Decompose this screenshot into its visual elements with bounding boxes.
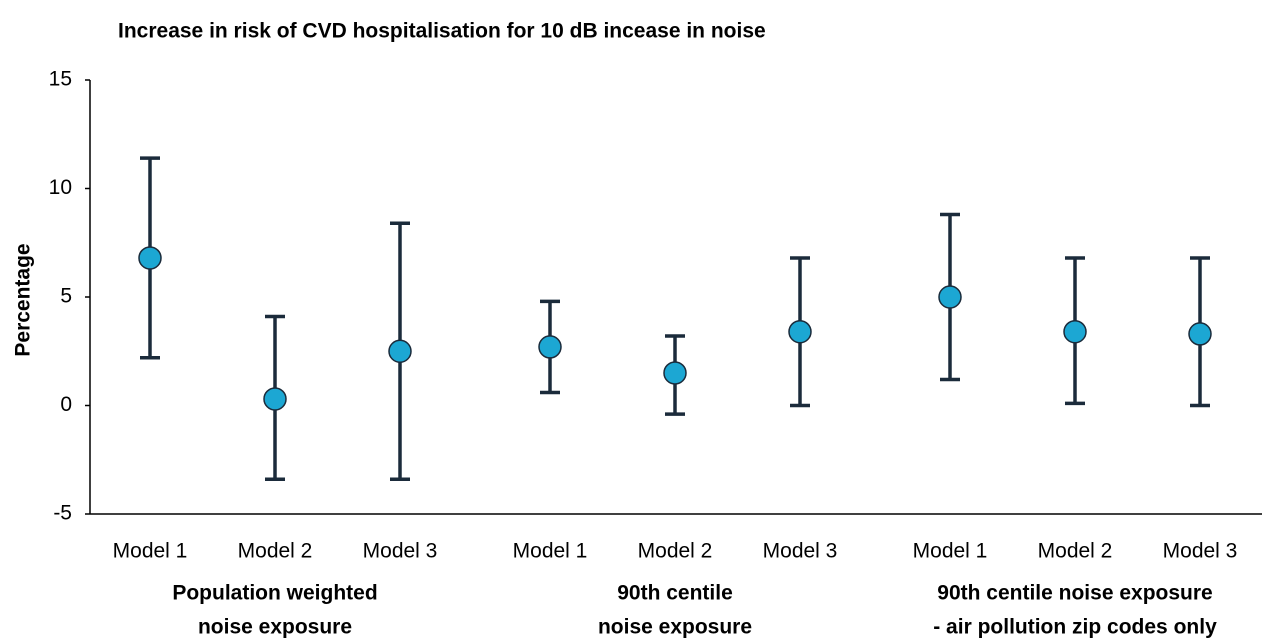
- point: [938, 285, 962, 309]
- x-tick-label: Model 1: [513, 540, 588, 563]
- x-tick-label: Model 3: [1163, 540, 1238, 563]
- point: [388, 339, 412, 363]
- group-label: - air pollution zip codes only: [933, 616, 1217, 639]
- y-tick-label: 5: [60, 285, 72, 308]
- point: [663, 361, 687, 385]
- y-tick-label: 15: [49, 68, 72, 91]
- y-tick-label: 10: [49, 176, 72, 199]
- group-label: Population weighted: [172, 582, 377, 605]
- point: [138, 246, 162, 270]
- chart-title: Increase in risk of CVD hospitalisation …: [118, 20, 766, 43]
- point: [538, 335, 562, 359]
- x-tick-label: Model 1: [113, 540, 188, 563]
- x-tick-label: Model 3: [763, 540, 838, 563]
- group-label: noise exposure: [198, 616, 352, 639]
- y-axis-label: Percentage: [12, 243, 35, 356]
- group-label: 90th centile: [617, 582, 733, 605]
- point: [263, 387, 287, 411]
- point: [788, 319, 812, 344]
- point: [1063, 319, 1087, 344]
- x-tick-label: Model 3: [363, 540, 438, 563]
- x-tick-label: Model 2: [638, 540, 713, 563]
- point: [1188, 322, 1212, 346]
- x-tick-label: Model 1: [913, 540, 988, 563]
- x-tick-label: Model 2: [1038, 540, 1113, 563]
- y-tick-label: -5: [53, 502, 72, 525]
- y-tick-label: 0: [60, 393, 72, 416]
- group-label: 90th centile noise exposure: [937, 582, 1212, 605]
- group-label: noise exposure: [598, 616, 752, 639]
- x-tick-label: Model 2: [238, 540, 313, 563]
